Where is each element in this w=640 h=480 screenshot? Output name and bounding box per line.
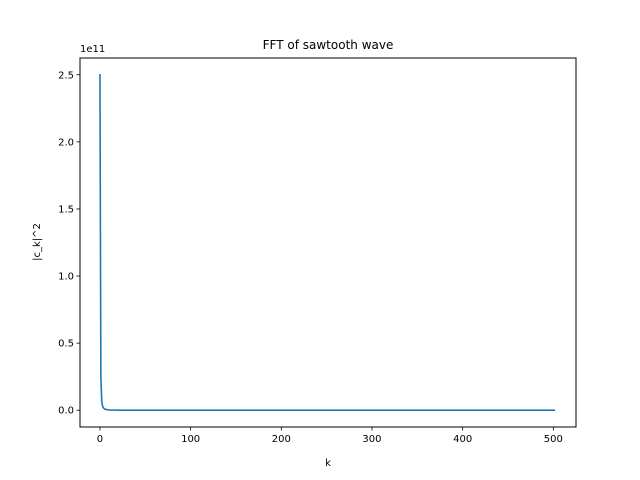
x-tick-label: 100 bbox=[181, 434, 200, 445]
y-tick-label: 1.5 bbox=[58, 204, 74, 215]
x-tick-label: 400 bbox=[453, 434, 472, 445]
x-tick-label: 300 bbox=[362, 434, 381, 445]
y-axis-label: |c_k|^2 bbox=[32, 223, 43, 261]
y-axis-offset-text: 1e11 bbox=[80, 44, 105, 55]
y-tick-label: 0.0 bbox=[58, 406, 74, 417]
x-tick-label: 500 bbox=[544, 434, 563, 445]
plot-area bbox=[99, 73, 556, 412]
y-axis: 0.0 0.5 1.0 1.5 2.0 2.5 bbox=[58, 70, 80, 417]
y-tick-label: 1.0 bbox=[58, 272, 74, 283]
y-tick-label: 2.5 bbox=[58, 70, 74, 81]
y-tick-label: 2.0 bbox=[58, 137, 74, 148]
x-tick-label: 200 bbox=[272, 434, 291, 445]
axes-frame bbox=[79, 57, 577, 428]
x-axis: 0 100 200 300 400 500 bbox=[97, 427, 563, 445]
series-line bbox=[99, 73, 556, 412]
x-axis-label: k bbox=[325, 458, 331, 469]
y-tick-label: 0.5 bbox=[58, 339, 74, 350]
chart-title: FFT of sawtooth wave bbox=[263, 38, 394, 52]
x-tick-label: 0 bbox=[97, 434, 103, 445]
